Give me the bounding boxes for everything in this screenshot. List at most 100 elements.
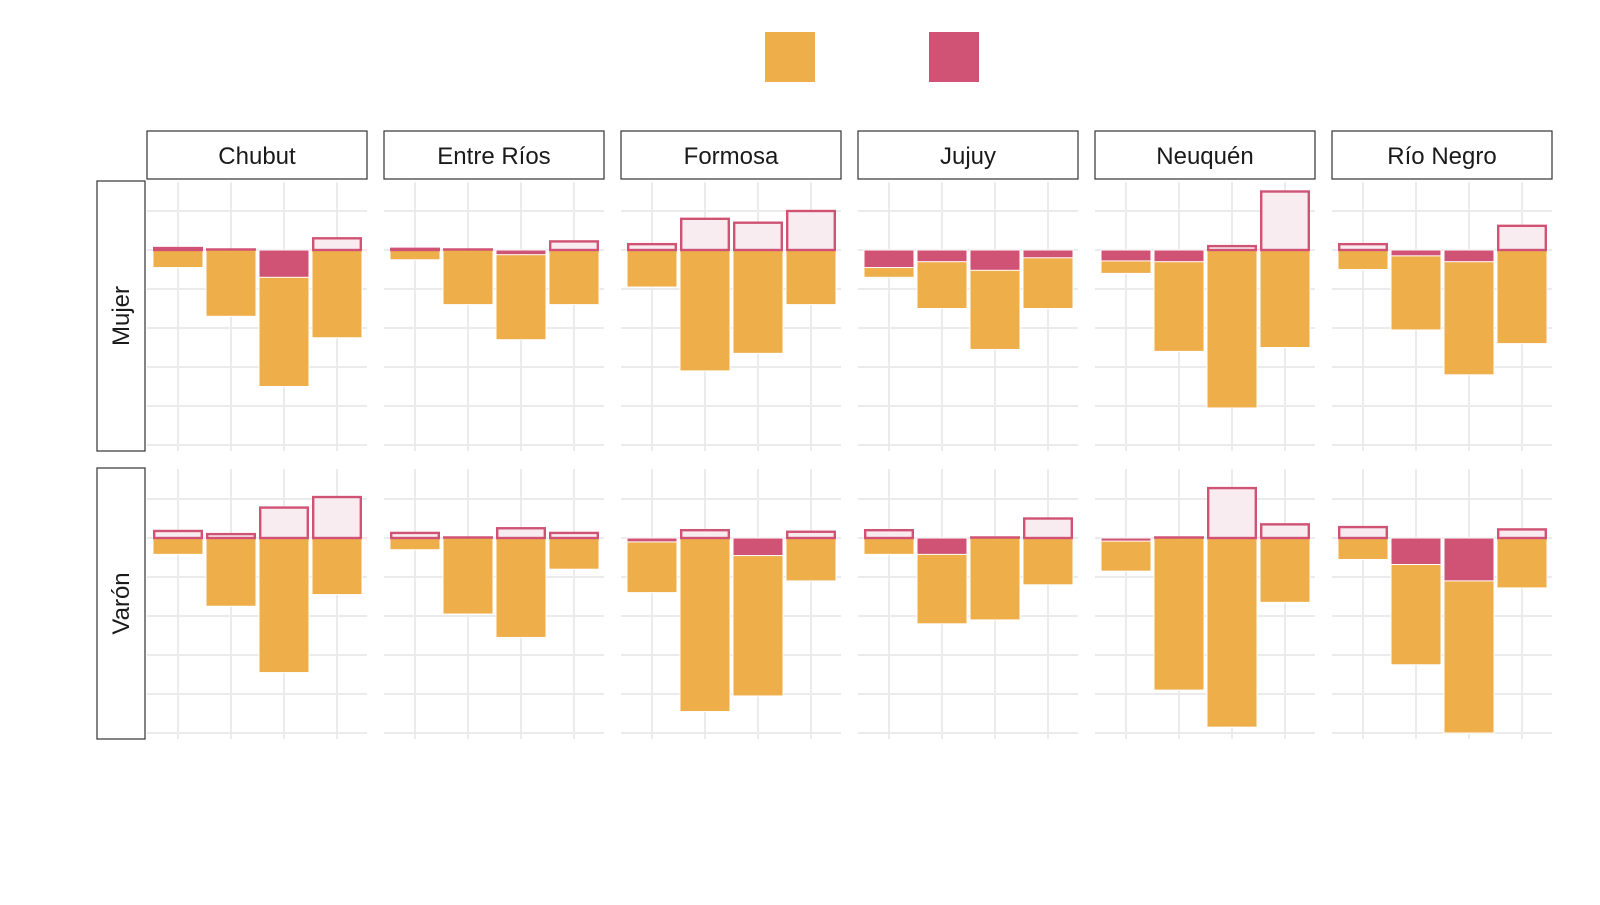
- bar-pink-outline: [259, 506, 310, 540]
- bar-orange: [1259, 537, 1311, 603]
- bar-orange: [1100, 537, 1152, 572]
- bar-pink-outline: [1206, 486, 1257, 540]
- bar-pink: [495, 249, 547, 256]
- bar-orange: [1259, 249, 1311, 348]
- bar-pink-outline: [205, 532, 256, 540]
- row-strip-varon: [96, 467, 146, 740]
- bar-orange: [679, 537, 731, 713]
- bar-pink-outline: [312, 495, 363, 540]
- bar-orange: [311, 249, 363, 339]
- bar-orange: [152, 249, 204, 269]
- bar-orange: [1206, 537, 1258, 728]
- bar-orange: [258, 537, 310, 674]
- bar-pink-outline: [390, 247, 441, 252]
- bar-orange: [1153, 537, 1205, 691]
- bar-orange: [626, 249, 678, 288]
- bar-pink-outline: [1022, 517, 1073, 540]
- bar-orange: [1496, 249, 1548, 345]
- column-strip-label-neuquen: Neuquén: [1156, 143, 1253, 170]
- bar-pink-outline: [627, 242, 678, 252]
- column-strip-label-entre-rios: Entre Ríos: [437, 143, 550, 170]
- column-strip-label-formosa: Formosa: [684, 143, 779, 170]
- bar-orange: [1337, 537, 1389, 560]
- bar-pink: [1100, 537, 1152, 542]
- bar-orange: [732, 537, 784, 697]
- bar-pink-outline: [549, 240, 600, 252]
- bar-pink-outline: [1259, 190, 1310, 252]
- bar-orange: [785, 537, 837, 582]
- panel-varon-rio-negro: [1332, 469, 1552, 739]
- bar-orange: [1022, 537, 1074, 586]
- bar-pink-outline: [1337, 525, 1388, 540]
- bar-pink: [863, 249, 915, 269]
- bar-orange: [495, 249, 547, 341]
- bar-pink-outline: [390, 531, 441, 540]
- bar-pink: [1390, 249, 1442, 257]
- bar-pink-outline: [1337, 242, 1388, 252]
- column-strip-label-rio-negro: Río Negro: [1387, 143, 1496, 170]
- bar-pink: [1390, 537, 1442, 566]
- bar-pink-outline: [1206, 244, 1257, 252]
- bar-orange: [442, 537, 494, 615]
- panel-mujer-formosa: [621, 182, 841, 451]
- bar-pink: [1153, 249, 1205, 263]
- row-strip-mujer: [96, 180, 146, 452]
- bar-orange: [863, 537, 915, 555]
- column-strip-formosa: [620, 130, 842, 180]
- bar-orange: [442, 249, 494, 306]
- panel-varon-formosa: [621, 469, 841, 739]
- column-strip-rio-negro: [1331, 130, 1553, 180]
- panel-mujer-chubut: [147, 182, 367, 451]
- bar-pink-outline: [680, 217, 731, 252]
- bar-orange: [1443, 249, 1495, 376]
- bar-pink-outline: [1496, 224, 1547, 252]
- bar-pink: [1443, 537, 1495, 582]
- column-strip-entre-rios: [383, 130, 605, 180]
- column-strip-label-jujuy: Jujuy: [940, 143, 996, 170]
- column-strip-chubut: [146, 130, 368, 180]
- bar-pink-outline: [680, 529, 731, 540]
- legend-key-pink: [929, 32, 979, 82]
- bar-orange: [152, 537, 204, 555]
- bar-orange: [548, 249, 600, 306]
- column-strip-neuquen: [1094, 130, 1316, 180]
- bar-orange: [389, 249, 441, 261]
- bar-pink: [969, 249, 1021, 271]
- bar-pink-outline: [312, 237, 363, 252]
- bar-pink: [1100, 249, 1152, 262]
- panel-varon-entre-rios: [384, 469, 604, 739]
- panel-mujer-jujuy: [858, 182, 1078, 451]
- bar-orange: [311, 537, 363, 596]
- bar-pink-outline: [786, 209, 837, 252]
- panel-varon-chubut: [147, 469, 367, 739]
- column-strip-jujuy: [857, 130, 1079, 180]
- row-strip-label-varon: Varón: [108, 572, 135, 634]
- bar-pink-outline: [152, 529, 203, 540]
- bar-orange: [495, 537, 547, 638]
- bar-pink-outline: [549, 531, 600, 540]
- panel-varon-neuquen: [1095, 469, 1315, 739]
- bar-pink: [258, 249, 310, 278]
- bar-pink: [916, 249, 968, 263]
- bar-pink-outline: [733, 221, 784, 252]
- bar-orange: [1153, 249, 1205, 352]
- bar-pink: [916, 537, 968, 555]
- panel-mujer-rio-negro: [1332, 182, 1552, 451]
- bar-pink-outline: [1496, 528, 1547, 540]
- bar-orange: [1022, 249, 1074, 309]
- bar-pink-outline: [152, 246, 203, 252]
- bar-orange: [1337, 249, 1389, 270]
- bar-orange: [548, 537, 600, 570]
- bar-orange: [732, 249, 784, 354]
- row-strip-label-mujer: Mujer: [108, 286, 135, 346]
- panel-mujer-neuquen: [1095, 182, 1315, 451]
- bar-pink-outline: [496, 527, 547, 540]
- panel-mujer-entre-rios: [384, 182, 604, 451]
- bar-pink: [626, 537, 678, 543]
- legend-key-orange: [765, 32, 815, 82]
- bar-pink: [732, 537, 784, 557]
- bar-orange: [969, 537, 1021, 621]
- bar-orange: [679, 249, 731, 372]
- bar-orange: [626, 537, 678, 594]
